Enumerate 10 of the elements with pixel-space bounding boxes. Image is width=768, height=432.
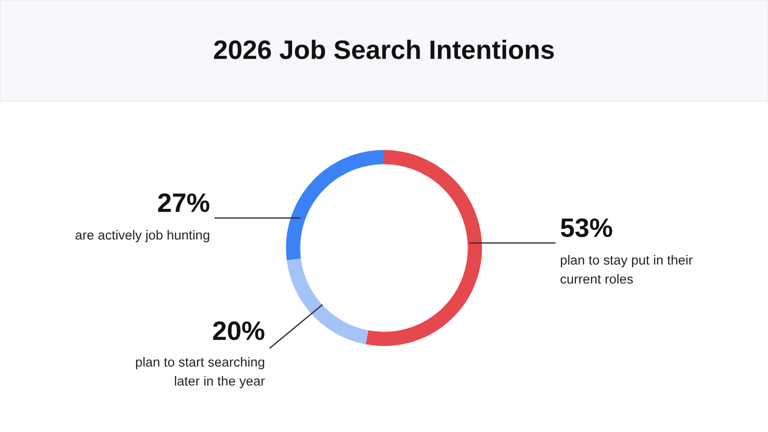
slice-label: plan to stay put in their current roles xyxy=(560,255,693,284)
chart-title: 2026 Job Search Intentions xyxy=(214,40,554,60)
data-label: 53% xyxy=(560,218,612,238)
donut-slice xyxy=(286,258,368,344)
donut-slice xyxy=(286,150,384,260)
donut-slice xyxy=(366,150,482,346)
slice-label: plan to start searching later in the year xyxy=(136,357,265,388)
data-label: 27% xyxy=(158,193,210,212)
slice-label: are actively job hunting xyxy=(76,230,210,242)
data-label: 20% xyxy=(213,321,264,340)
